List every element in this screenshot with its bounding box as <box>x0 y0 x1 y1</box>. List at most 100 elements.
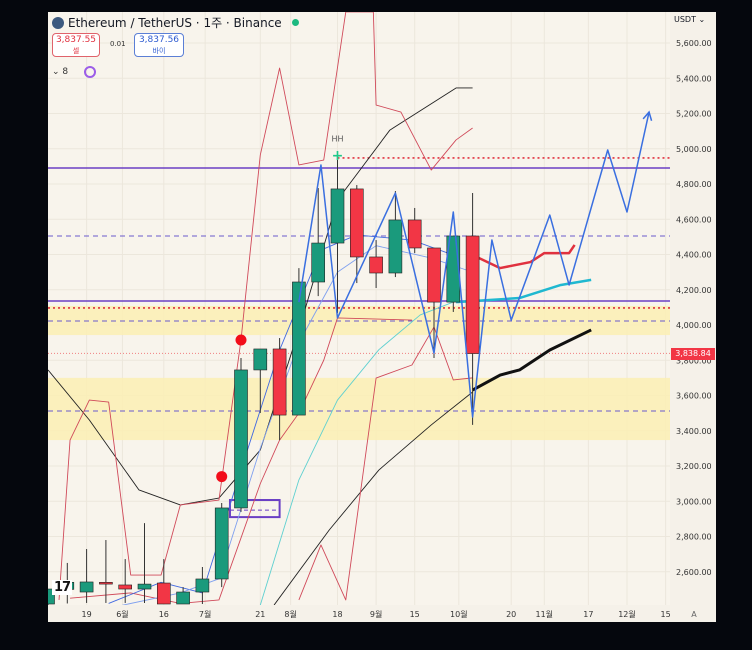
time-tick-label: 15 <box>410 610 420 619</box>
time-tick-label: 8월 <box>284 609 296 619</box>
candle-body <box>388 219 403 274</box>
loading-icon <box>84 66 97 78</box>
price-tick-label: 3,400.00 <box>676 427 712 436</box>
candle <box>272 338 287 441</box>
time-tick-label: 11월 <box>536 609 554 619</box>
candle <box>214 503 229 588</box>
candle-body <box>137 583 152 590</box>
auto-scale-button[interactable]: A <box>691 610 697 619</box>
time-tick-label: 17 <box>583 610 593 619</box>
candle <box>99 540 113 603</box>
signal-dot <box>235 334 247 346</box>
time-tick-label: 7월 <box>199 609 211 619</box>
price-axis[interactable] <box>670 12 716 622</box>
buy-price: 3,837.56 <box>138 35 180 45</box>
tradingview-logo: 17 <box>52 580 73 595</box>
time-tick-label: 19 <box>82 610 92 619</box>
candle <box>118 559 132 603</box>
sell-label: 셀 <box>72 47 80 55</box>
candle-body <box>427 247 441 303</box>
candle-body <box>330 188 345 244</box>
candle-body <box>292 281 306 416</box>
candle <box>195 566 210 605</box>
time-tick-label: 12월 <box>618 609 636 619</box>
candle-body <box>118 584 132 590</box>
projection-arrow-icon <box>642 110 653 121</box>
currency-label: USDT <box>674 15 696 24</box>
support-zone <box>48 377 670 441</box>
candle <box>234 357 248 512</box>
indicator-line <box>472 244 576 270</box>
candle <box>311 188 326 297</box>
signal-dot <box>216 471 228 483</box>
candle-body <box>407 219 422 249</box>
plus-marker-icon: + <box>332 148 344 164</box>
price-tick-label: 2,800.00 <box>676 533 712 542</box>
price-tick-label: 5,200.00 <box>676 110 712 119</box>
buy-label: 바이 <box>152 47 166 55</box>
indicators-toggle[interactable]: ⌄ 8 <box>52 66 97 78</box>
buy-button[interactable]: 3,837.56 바이 <box>134 33 184 57</box>
price-tick-label: 3,200.00 <box>676 462 712 471</box>
symbol-title: Ethereum / TetherUS · 1주 · Binance <box>68 16 282 30</box>
indicator-line <box>455 278 592 304</box>
price-tick-label: 2,600.00 <box>676 568 712 577</box>
candle-body <box>253 348 268 371</box>
candle-body <box>99 582 113 585</box>
indicator-line <box>298 326 473 601</box>
candle <box>349 185 364 284</box>
candle-body <box>48 588 55 605</box>
price-tick-label: 3,600.00 <box>676 392 712 401</box>
candle <box>427 247 441 358</box>
candle <box>176 587 190 605</box>
candle <box>369 240 383 288</box>
indicator-line <box>273 391 473 605</box>
price-tick-label: 4,000.00 <box>676 321 712 330</box>
candle-body <box>157 582 171 605</box>
indicator-count: 8 <box>62 67 69 77</box>
candle <box>465 192 480 425</box>
candle-body <box>79 581 94 593</box>
time-tick-label: 5월 <box>31 609 43 619</box>
current-price-tag: 3,838.84 <box>671 348 715 360</box>
indicator-line <box>259 301 454 605</box>
ethereum-logo-icon <box>52 16 64 29</box>
candle-body <box>234 369 248 509</box>
price-tick-label: 4,200.00 <box>676 286 712 295</box>
candle-body <box>465 235 480 354</box>
time-axis[interactable] <box>48 605 716 622</box>
time-tick-label: 10월 <box>450 609 468 619</box>
time-tick-label: 16 <box>159 610 169 619</box>
price-tick-label: 5,000.00 <box>676 145 712 154</box>
candle <box>292 268 306 416</box>
symbol-header[interactable]: Ethereum / TetherUS · 1주 · Binance <box>52 14 299 31</box>
sell-button[interactable]: 3,837.55 셀 <box>52 33 100 57</box>
sell-price: 3,837.55 <box>55 35 97 45</box>
price-tick-label: 5,600.00 <box>676 39 712 48</box>
candle-body <box>369 256 383 274</box>
time-tick-label: 20 <box>506 610 516 619</box>
chevron-down-icon: ⌄ <box>52 67 60 77</box>
candle-body <box>176 591 190 605</box>
candle-body <box>214 507 229 580</box>
currency-selector[interactable]: USDT ⌄ <box>674 15 705 24</box>
candle <box>330 157 345 314</box>
price-tick-label: 5,400.00 <box>676 74 712 83</box>
candle <box>388 191 403 278</box>
candle <box>157 559 171 605</box>
projection-path <box>298 111 650 418</box>
time-tick-label: 15 <box>661 610 671 619</box>
higher-high-label: HH <box>331 135 343 144</box>
indicator-line <box>48 87 473 506</box>
indicator-line <box>471 328 592 392</box>
price-tick-label: 4,600.00 <box>676 215 712 224</box>
time-tick-label: 18 <box>332 610 342 619</box>
price-tick-label: 4,800.00 <box>676 180 712 189</box>
chevron-down-icon: ⌄ <box>698 15 706 24</box>
time-tick-label: 6월 <box>116 609 128 619</box>
candle-body <box>195 578 210 593</box>
candle-body <box>272 348 287 416</box>
candle <box>253 348 268 413</box>
time-tick-label: 21 <box>255 610 265 619</box>
